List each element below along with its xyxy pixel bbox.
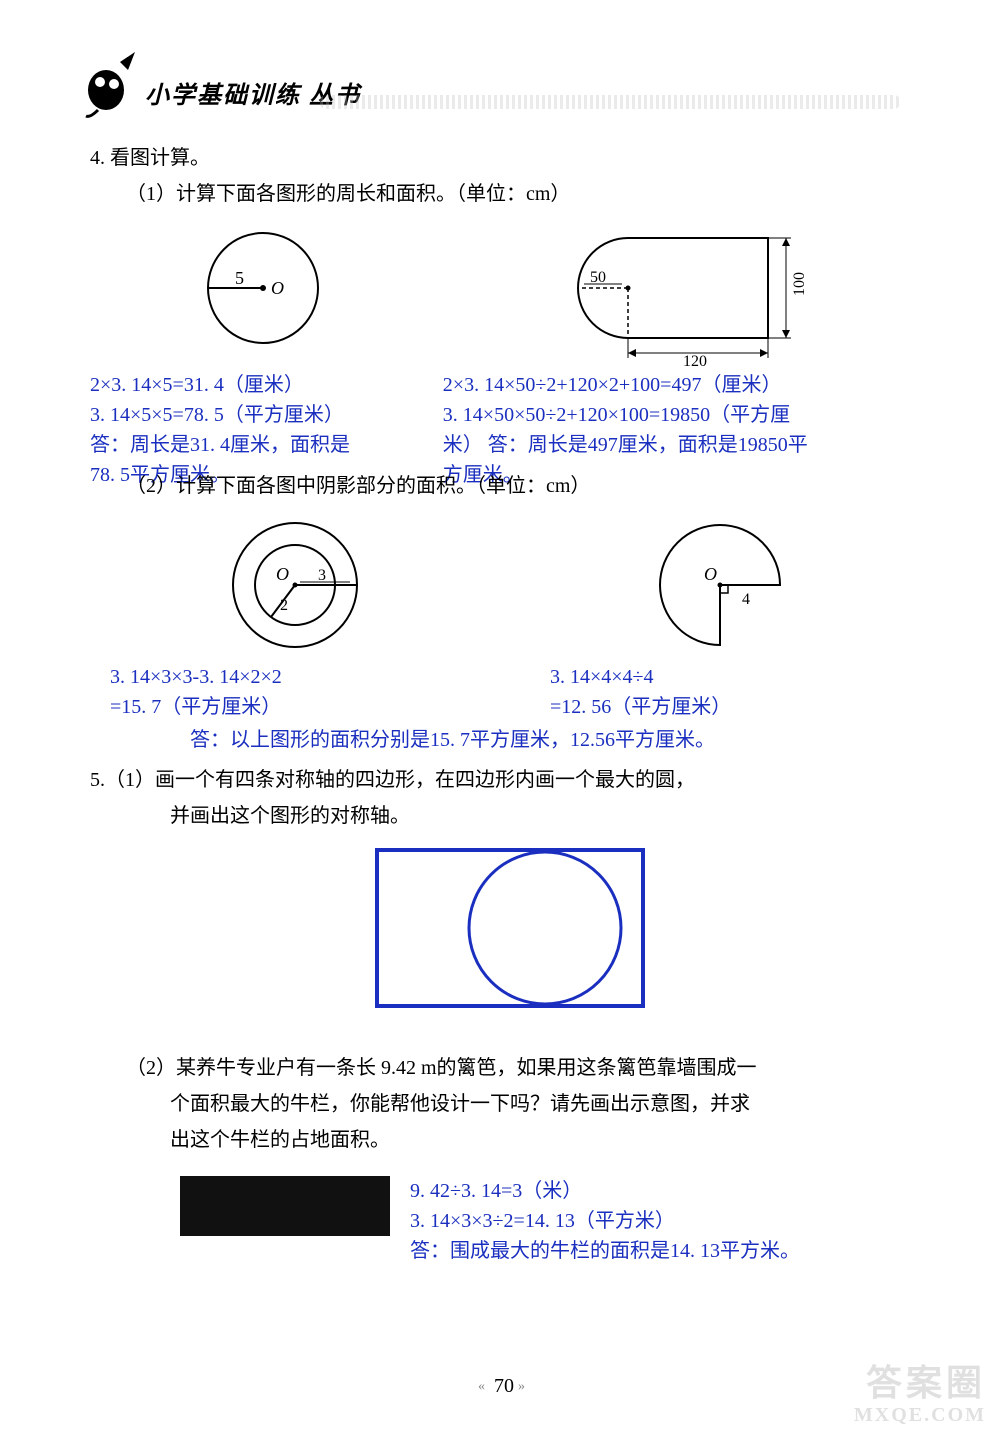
ans-text: 2×3. 14×50÷2+120×2+100=497（厘米） bbox=[443, 370, 930, 400]
tq-r-label: 4 bbox=[742, 591, 750, 608]
q5-p2-answer-row: 9. 42÷3. 14=3（米） 3. 14×3×3÷2=14. 13（平方米）… bbox=[90, 1176, 930, 1266]
q5-p1-figure bbox=[90, 848, 930, 1020]
ans-text: =15. 7（平方厘米） bbox=[110, 692, 510, 722]
ans-text: 米） 答：周长是497厘米，面积是19850平 bbox=[443, 430, 930, 460]
stadium-height-label: 100 bbox=[791, 272, 808, 296]
annulus-r3-label: 3 bbox=[318, 567, 326, 584]
ans-text: 2×3. 14×5=31. 4（厘米） bbox=[90, 370, 443, 400]
q5-p2-prompt-a: （2）某养牛专业户有一条长 9.42 m的篱笆，如果用这条篱笆靠墙围成一 bbox=[126, 1050, 930, 1086]
q4-p1-figures: 5 O 50 120 bbox=[90, 218, 930, 368]
q4-p2-summary: 答：以上图形的面积分别是15. 7平方厘米，12.56平方厘米。 bbox=[90, 722, 930, 758]
figure-stadium: 50 120 100 bbox=[518, 218, 848, 368]
header-decor bbox=[320, 95, 900, 109]
watermark: 答案圈 MXQE.COM bbox=[854, 1364, 986, 1426]
q5-p1-prompt-b: 并画出这个图形的对称轴。 bbox=[170, 798, 930, 834]
ans-text: 3. 14×50×50÷2+120×100=19850（平方厘 bbox=[443, 400, 930, 430]
stadium-width-label: 120 bbox=[683, 353, 707, 368]
circle-center-label: O bbox=[271, 278, 284, 298]
page-number-value: 70 bbox=[494, 1375, 514, 1397]
ans-text: 答：围成最大的牛栏的面积是14. 13平方米。 bbox=[410, 1236, 930, 1266]
redacted-figure-block bbox=[180, 1176, 390, 1236]
ans-text: =12. 56（平方厘米） bbox=[550, 692, 930, 722]
q4-p2-figures: O 3 2 O 4 bbox=[90, 510, 930, 660]
q5-p2-prompt-c: 出这个牛栏的占地面积。 bbox=[170, 1122, 930, 1158]
page: 小学基础训练 丛书 4. 看图计算。 （1）计算下面各图形的周长和面积。（单位：… bbox=[0, 0, 1000, 1436]
svg-text:»: » bbox=[518, 1379, 525, 1394]
q4-p2-answers: 3. 14×3×3-3. 14×2×2 =15. 7（平方厘米） 3. 14×4… bbox=[90, 662, 930, 722]
ans-text: 3. 14×3×3÷2=14. 13（平方米） bbox=[410, 1206, 930, 1236]
watermark-line1: 答案圈 bbox=[854, 1364, 986, 1404]
tq-o-label: O bbox=[704, 564, 717, 584]
figure-rect-circle bbox=[375, 848, 645, 1008]
circle-radius-label: 5 bbox=[235, 268, 244, 288]
stadium-radius-label: 50 bbox=[590, 269, 606, 286]
svg-text:«: « bbox=[478, 1379, 485, 1394]
watermark-line2: MXQE.COM bbox=[854, 1404, 986, 1426]
page-number-decor-icon: « 70 » bbox=[470, 1372, 530, 1400]
ans-text: 3. 14×3×3-3. 14×2×2 bbox=[110, 662, 510, 692]
annulus-o-label: O bbox=[276, 564, 289, 584]
ans-text: 3. 14×4×4÷4 bbox=[550, 662, 930, 692]
q4-heading: 4. 看图计算。 bbox=[90, 140, 930, 176]
content-area: 4. 看图计算。 （1）计算下面各图形的周长和面积。（单位：cm） 5 O 50 bbox=[90, 140, 930, 1266]
ans-text: 答：周长是31. 4厘米，面积是 bbox=[90, 430, 443, 460]
q4-p1-prompt: （1）计算下面各图形的周长和面积。（单位：cm） bbox=[126, 176, 930, 212]
figure-annulus: O 3 2 bbox=[200, 510, 400, 660]
q5-p1-prompt-a: 5.（1）画一个有四条对称轴的四边形，在四边形内画一个最大的圆， bbox=[90, 762, 930, 798]
q5-p2-prompt-b: 个面积最大的牛栏，你能帮他设计一下吗？请先画出示意图，并求 bbox=[170, 1086, 930, 1122]
figure-threequarter: O 4 bbox=[620, 510, 820, 660]
page-number: « 70 » bbox=[0, 1372, 1000, 1400]
figure-circle: 5 O bbox=[173, 218, 353, 358]
annulus-r2-label: 2 bbox=[280, 597, 288, 614]
logo-mascot-icon bbox=[80, 50, 140, 120]
ans-text: 3. 14×5×5=78. 5（平方厘米） bbox=[90, 400, 443, 430]
ans-text: 9. 42÷3. 14=3（米） bbox=[410, 1176, 930, 1206]
